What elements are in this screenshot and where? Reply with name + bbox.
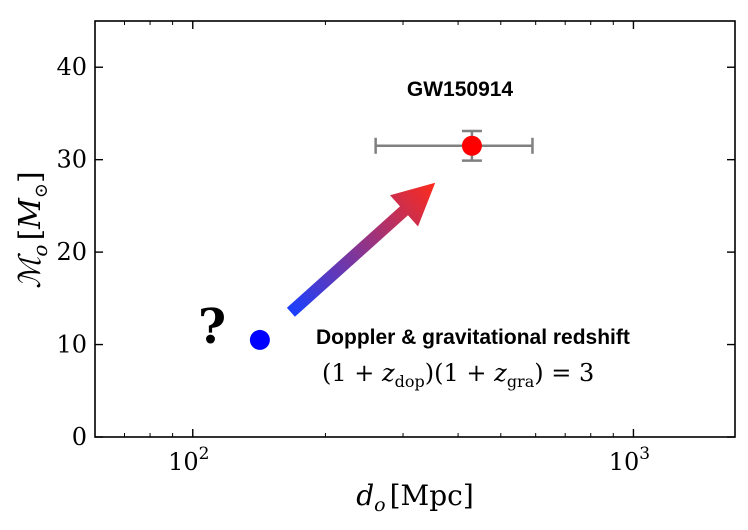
- y-tick-label: 40: [56, 53, 87, 81]
- data-point-gw150914: [461, 135, 482, 156]
- y-tick-label: 20: [56, 238, 87, 266]
- axis-ticks: 0 10 20 30 40 102 103: [56, 21, 735, 476]
- y-tick-label: 10: [56, 331, 87, 359]
- x-tick-label: 103: [609, 444, 650, 476]
- arrow-shape: [286, 182, 436, 317]
- errorbars: [374, 129, 534, 162]
- plot-frame: [94, 20, 736, 438]
- redshift-title: Doppler & gravitational redshift: [316, 326, 630, 349]
- gw150914-label: GW150914: [407, 78, 514, 101]
- redshift-arrow: [286, 182, 436, 317]
- x-axis-label: do [Mpc]: [356, 479, 474, 516]
- y-tick-label: 30: [56, 146, 87, 174]
- x-tick-label: 102: [168, 444, 209, 476]
- y-axis-label: ℳo[M⊙]: [13, 171, 52, 288]
- question-mark: ?: [198, 299, 226, 355]
- data-point-unknown-source: [249, 329, 270, 350]
- y-tick-label: 0: [72, 423, 87, 451]
- redshift-equation: (1 + zdop)(1 + zgra) = 3: [322, 359, 594, 391]
- data-points: [249, 135, 482, 350]
